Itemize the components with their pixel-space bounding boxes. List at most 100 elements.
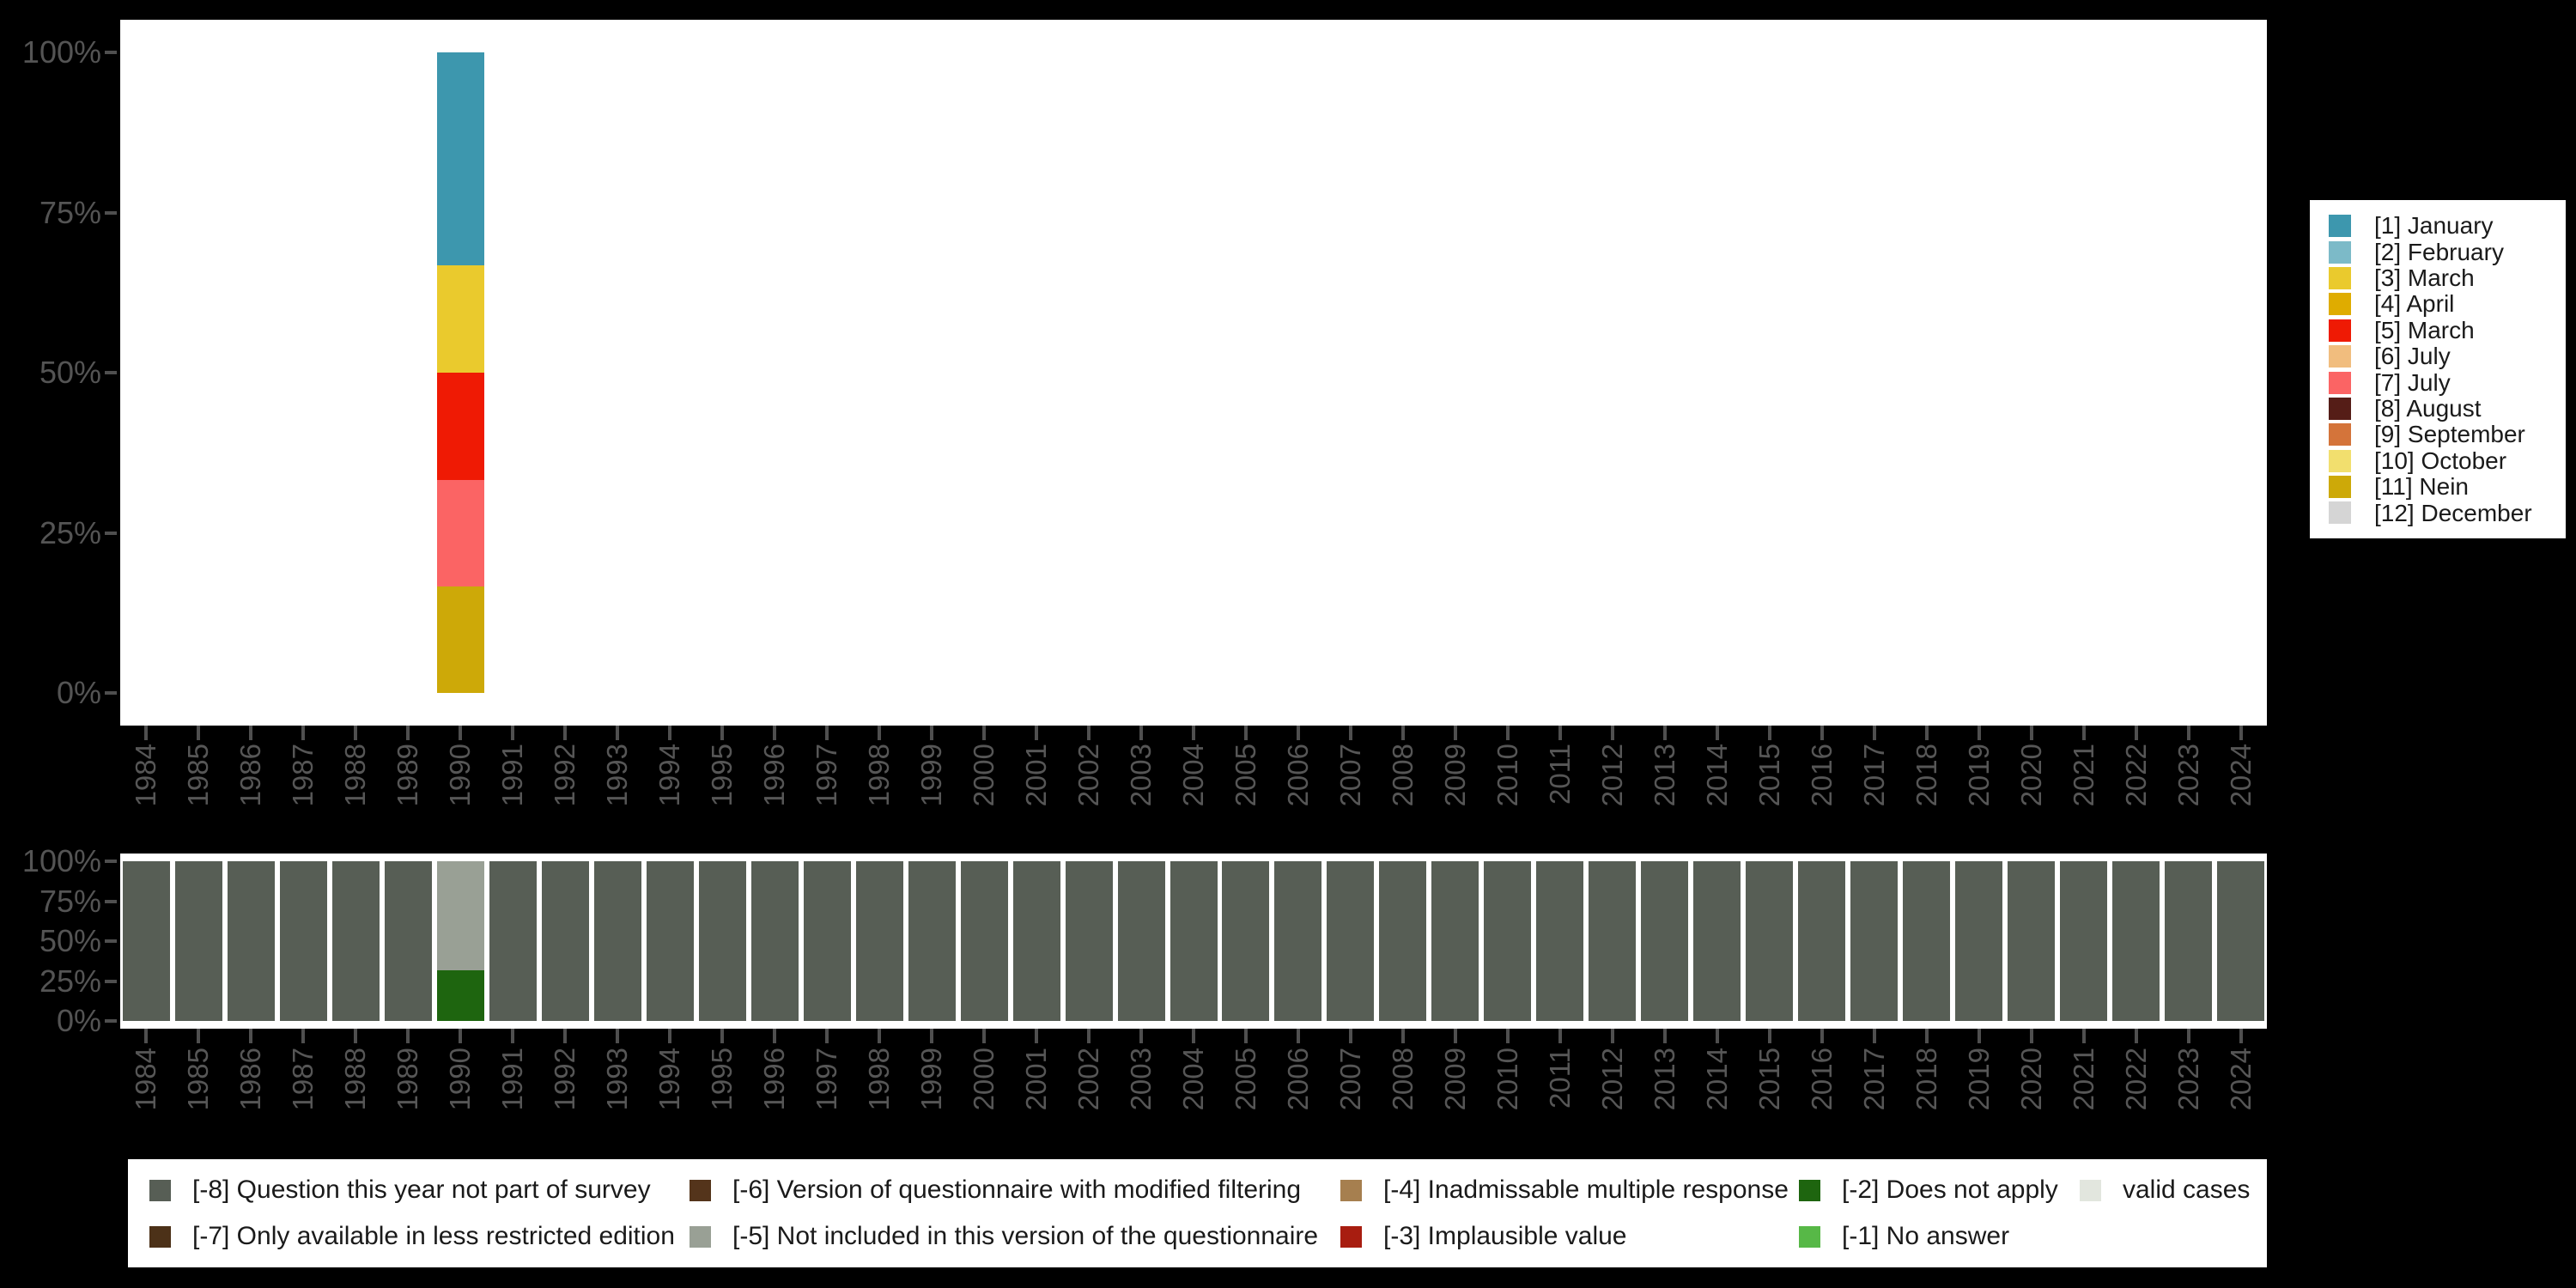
x-axis-tick-mark [144,726,149,740]
x-axis-year-label: 1996 [758,744,791,807]
x-axis-tick-mark [459,1029,463,1043]
legend-label: [5] March [2374,316,2475,343]
x-axis-year-label: 2000 [968,1048,1000,1111]
x-axis-year-label: 2018 [1910,744,1942,807]
bar-segment [2060,861,2108,1021]
x-axis-tick-mark [1087,726,1091,740]
legend-item: [12] December [2329,500,2566,526]
x-axis-tick-mark [668,1029,672,1043]
x-axis-year-label: 2019 [1962,1048,1995,1111]
bar-segment [960,861,1008,1021]
x-axis-year-label: 2009 [1438,1048,1471,1111]
bar-segment [1798,861,1846,1021]
x-axis-tick-mark [2134,1029,2138,1043]
legend-swatch [2329,215,2351,238]
x-axis-tick-mark [1348,726,1352,740]
y-axis-tick-label: 100% [21,843,101,878]
x-axis-tick-mark [878,726,882,740]
bar-segment [436,479,484,587]
legend-swatch [2329,449,2351,472]
x-axis-tick-mark [563,726,568,740]
x-axis-tick-mark [1610,726,1614,740]
legend-swatch [2329,345,2351,368]
x-axis-year-label: 2020 [2014,744,2047,807]
bar-segment [803,861,851,1021]
x-axis-tick-mark [982,1029,987,1043]
legend-item: valid cases [2080,1167,2267,1213]
bar-segment [2008,861,2056,1021]
x-axis-year-label: 1986 [234,744,267,807]
x-axis-tick-mark [1924,726,1929,740]
bar-segment [1274,861,1322,1021]
y-axis-tick-label: 100% [21,34,101,70]
x-axis-year-label: 2001 [1020,744,1053,807]
x-axis-year-label: 2011 [1543,1048,1576,1109]
x-axis-year-label: 2012 [1595,744,1628,807]
bar-segment [1065,861,1113,1021]
x-axis-tick-mark [406,1029,410,1043]
bar-segment [2165,861,2213,1021]
x-axis-year-label: 2002 [1072,1048,1105,1111]
legend-label: [12] December [2374,499,2532,526]
bar-segment [1641,861,1689,1021]
x-axis-year-label: 1990 [444,744,477,807]
y-axis-tick-label: 25% [39,514,101,550]
legend-swatch [690,1179,711,1201]
legend-swatch [2329,397,2351,420]
bar-segment [908,861,956,1021]
x-axis-year-label: 1993 [601,744,634,807]
x-axis-tick-mark [1296,726,1300,740]
x-axis-year-label: 2024 [2224,744,2257,807]
x-axis-tick-mark [930,726,934,740]
x-axis-year-label: 1988 [339,744,372,807]
x-axis-year-label: 2022 [2119,744,2152,807]
legend-swatch [1340,1179,1362,1201]
x-axis-year-label: 2023 [2172,1048,2204,1111]
x-axis-year-label: 2010 [1491,744,1523,807]
bar-segment [436,373,484,480]
legend-label: [7] July [2374,368,2451,396]
x-axis-tick-mark [1715,726,1719,740]
x-axis-year-label: 1997 [811,1048,843,1111]
x-axis-year-label: 2022 [2119,1048,2152,1111]
x-axis-tick-mark [1453,726,1457,740]
y-axis-tick-label: 0% [56,1003,101,1038]
y-axis-tick-mark [105,899,117,903]
bar-segment [1536,861,1584,1021]
bar-segment [1222,861,1270,1021]
x-axis-year-label: 2011 [1543,744,1576,805]
bar-segment [1850,861,1899,1021]
x-axis-year-label: 2013 [1648,1048,1680,1111]
legend-label: [-4] Inadmissable multiple response [1383,1176,1789,1204]
x-axis-tick-mark [1872,1029,1876,1043]
x-axis-tick-mark [301,726,306,740]
x-axis-tick-mark [982,726,987,740]
x-axis-year-label: 1994 [653,744,686,807]
x-axis-tick-mark [616,1029,620,1043]
legend-label: [-2] Does not apply [1842,1176,2058,1204]
legend-label: [11] Nein [2374,473,2469,501]
x-axis-year-label: 1988 [339,1048,372,1111]
x-axis-tick-mark [616,726,620,740]
x-axis-year-label: 2010 [1491,1048,1523,1111]
x-axis-year-label: 1998 [863,1048,896,1111]
x-axis-tick-mark [720,1029,725,1043]
x-axis-year-label: 1995 [706,744,738,807]
legend-swatch [149,1179,171,1201]
legend-item: [-1] No answer [1799,1213,2080,1260]
x-axis-tick-mark [2186,1029,2190,1043]
legend-label: [-8] Question this year not part of surv… [192,1176,651,1204]
x-axis-year-label: 2008 [1386,744,1419,807]
x-axis-tick-mark [249,1029,253,1043]
x-axis-year-label: 1989 [392,744,424,807]
x-axis-year-label: 2014 [1700,1048,1733,1111]
legend-swatch [1799,1225,1820,1248]
x-axis-year-label: 2003 [1125,1048,1157,1111]
x-axis-tick-mark [668,726,672,740]
x-axis-tick-mark [1872,726,1876,740]
x-axis-tick-mark [2081,726,2086,740]
bar-segment [1693,861,1741,1021]
x-axis-year-label: 2021 [2067,744,2099,807]
legend-swatch [2329,266,2351,289]
x-axis-tick-mark [197,1029,201,1043]
